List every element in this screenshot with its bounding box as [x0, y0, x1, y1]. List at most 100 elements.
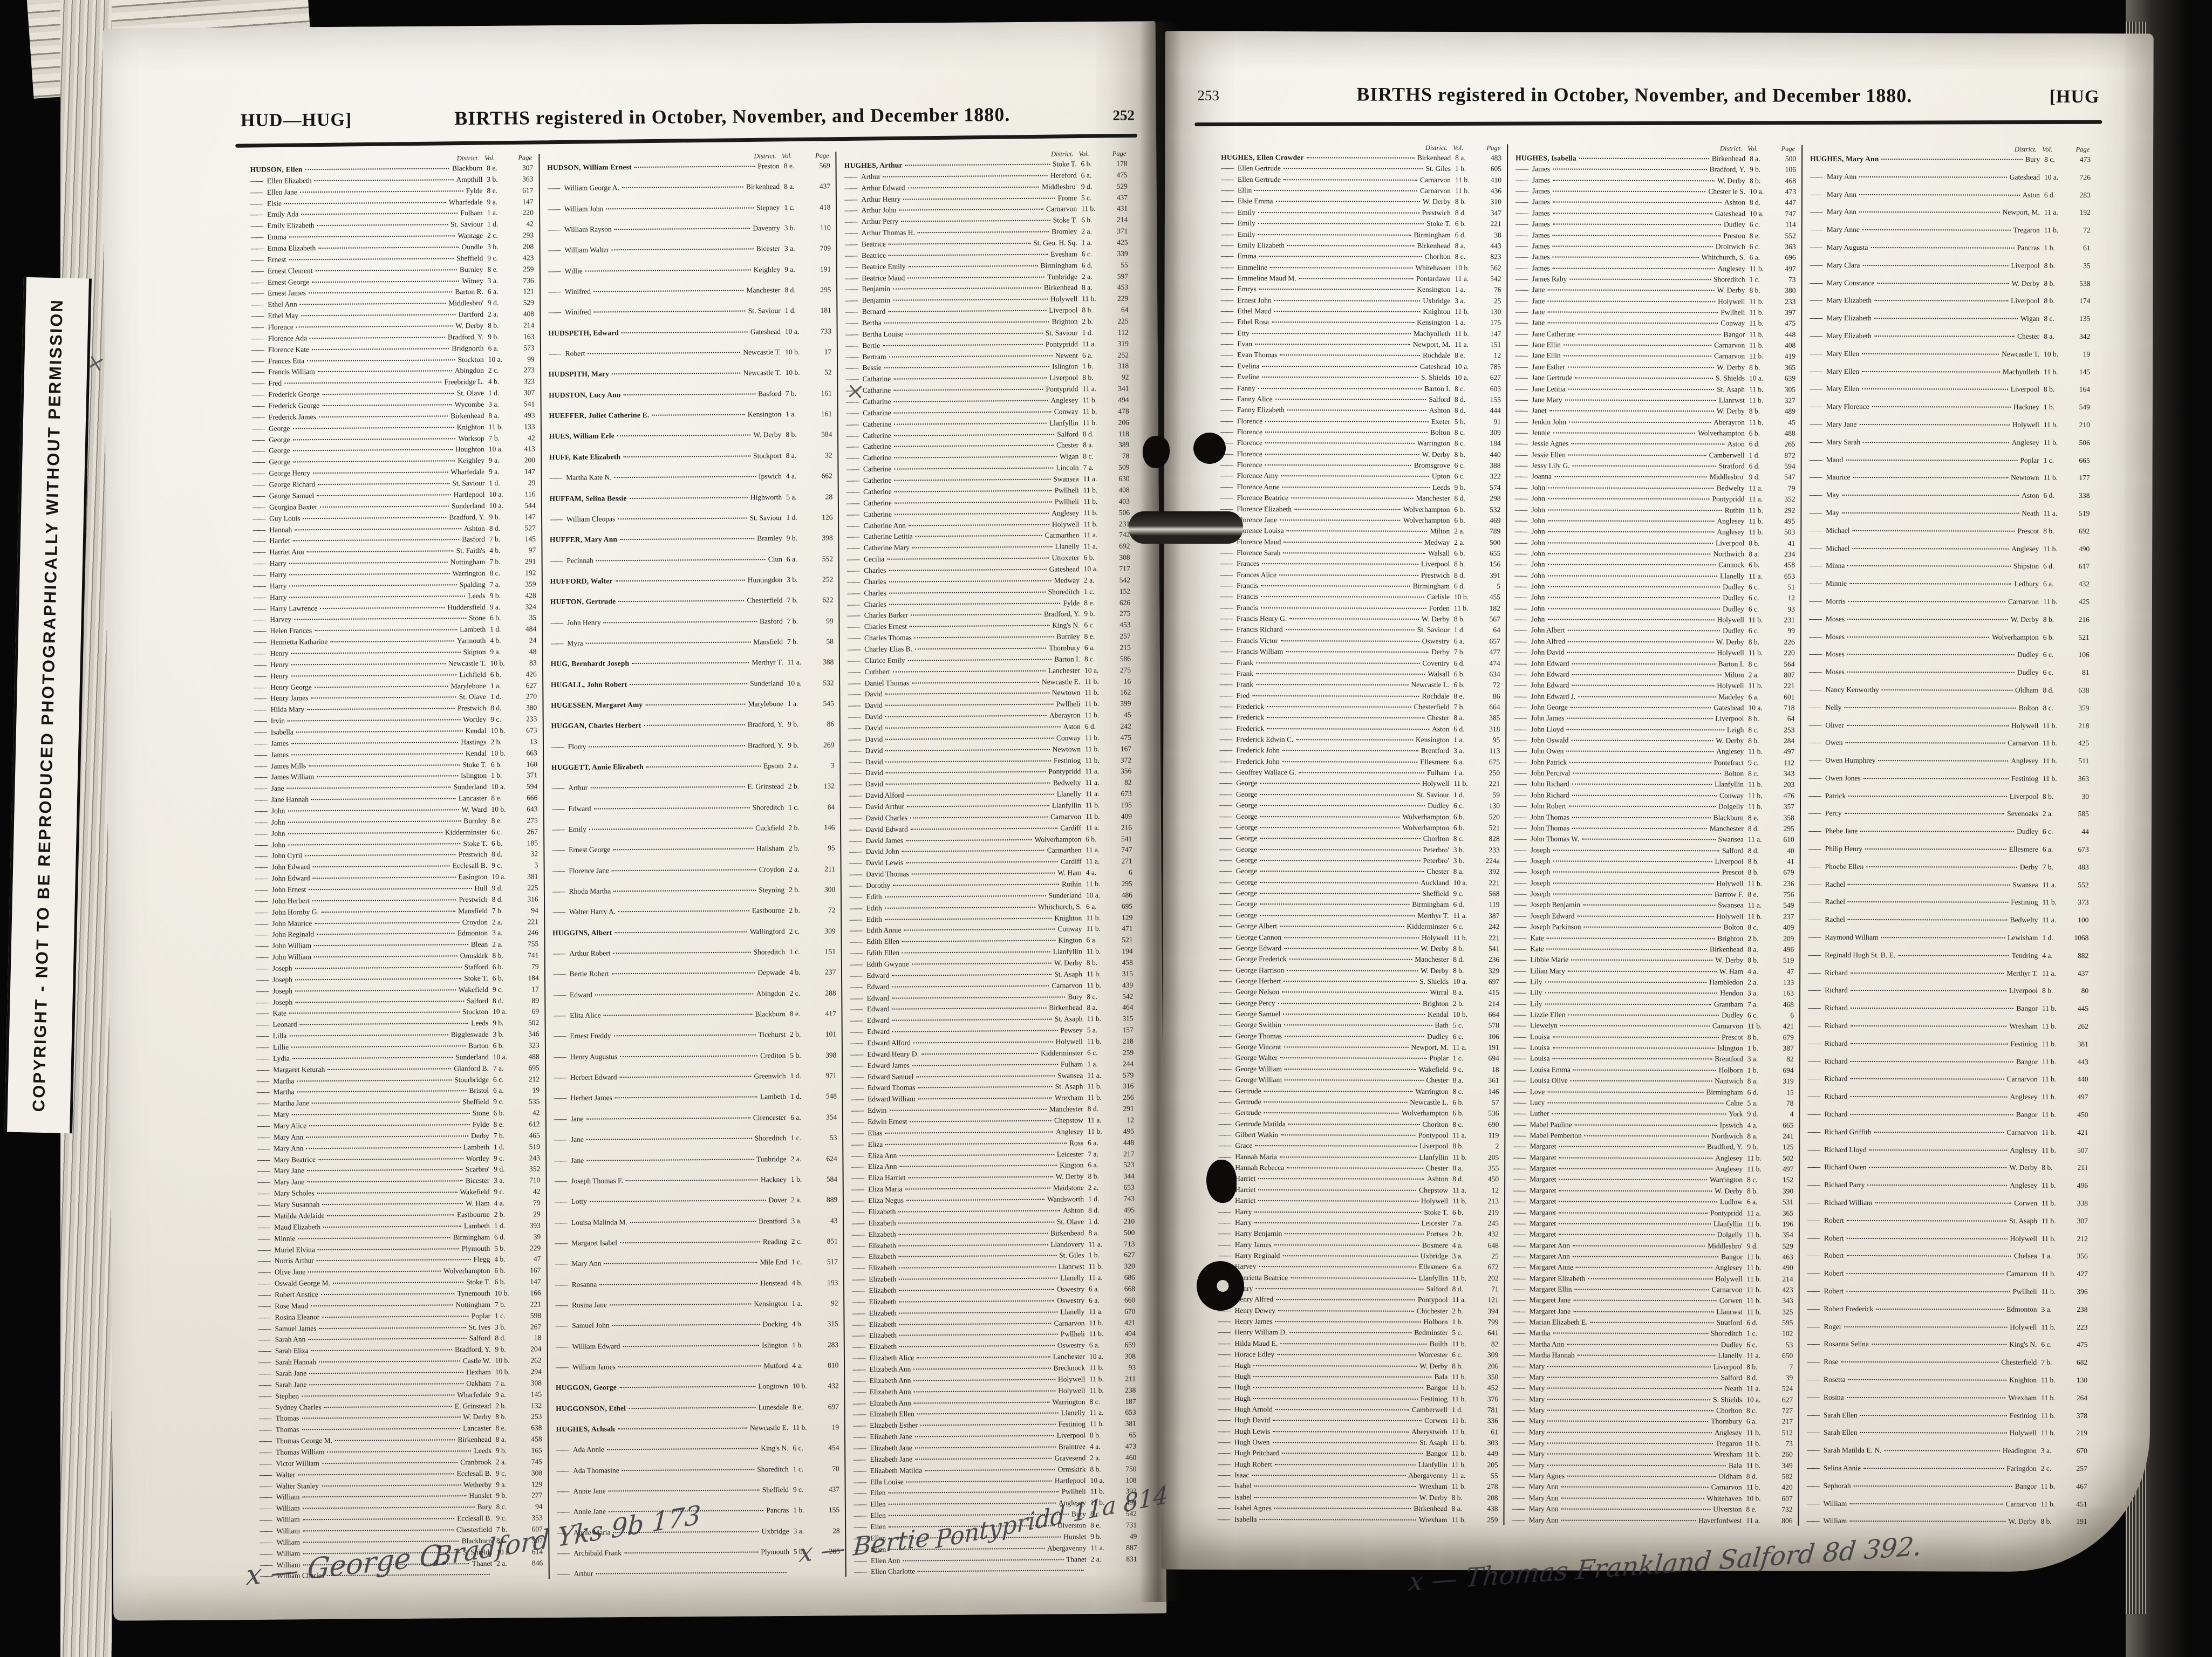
entry-volume: 11 b.: [1087, 1093, 1102, 1102]
entry-name: John Edward: [1514, 670, 1569, 679]
index-entry: Reginald Hugh St. B. E.Tendring4 a.882: [1808, 951, 2088, 960]
entry-name: Elizabeth: [852, 1275, 896, 1284]
entry-page: 476: [1783, 791, 1795, 800]
entry-name: Bertie: [845, 341, 880, 350]
entry-volume: 7 b.: [491, 906, 503, 915]
entry-name: Emma: [1221, 252, 1257, 261]
entry-page: 215: [1119, 643, 1131, 652]
entry-volume: 8 e.: [1084, 632, 1095, 641]
entry-district: Salford: [1057, 429, 1079, 439]
index-entry: RobertHolywell11 b.212: [1807, 1234, 2088, 1243]
entry-name: Isabel: [1218, 1482, 1252, 1490]
entry-name: Hugh David: [1218, 1416, 1270, 1425]
entry-page: 210: [2079, 420, 2090, 429]
entry-name: John William: [256, 953, 311, 962]
dotted-leader: [908, 1176, 1053, 1179]
entry-name: Catherine: [846, 476, 892, 485]
entry-district: Fulham: [1426, 769, 1450, 777]
entry-volume: 2 c.: [789, 927, 800, 935]
entry-volume: 3 b.: [487, 175, 498, 183]
dotted-leader: [1260, 893, 1420, 894]
dotted-leader: [1863, 1467, 2004, 1469]
entry-page: 291: [1123, 1104, 1134, 1113]
entry-district: Cannock: [1718, 560, 1745, 569]
entry-page: 39: [533, 1232, 541, 1241]
entry-name: George: [252, 424, 290, 433]
entry-district: Oswestry: [1057, 1296, 1085, 1305]
entry-name: Robert Anstice: [258, 1290, 318, 1299]
entry-name: Edward: [553, 990, 592, 999]
district-label: District.: [754, 152, 776, 160]
entry-district: Barrow F.: [1714, 890, 1744, 899]
entry-volume: 8 b.: [1749, 363, 1760, 372]
entry-district: Newport, M.: [1411, 1043, 1449, 1052]
entry-volume: 10 a.: [1455, 373, 1469, 382]
dotted-leader: [1256, 684, 1409, 686]
index-entry: RichardWrexham11 b.262: [1808, 1022, 2088, 1031]
entry-volume: 6 b.: [492, 974, 504, 982]
entry-district: Dudley: [1721, 1340, 1743, 1349]
entry-page: 193: [827, 1278, 838, 1287]
entry-page: 542: [1490, 275, 1501, 283]
entry-page: 694: [1488, 1054, 1499, 1063]
entry-name: David: [849, 769, 883, 777]
index-entry: HUFFORD, Walter Huntingdon 3 b. 252: [550, 575, 834, 586]
entry-district: St. Saviour: [1045, 328, 1078, 337]
entry-district: Anglesey: [1715, 1165, 1743, 1173]
entry-district: Camberwell: [1709, 450, 1745, 460]
entry-name: Edward: [850, 971, 889, 981]
dotted-leader: [630, 683, 748, 685]
dotted-leader: [1282, 486, 1430, 488]
index-entry: RobertChelsea1 a.356: [1807, 1251, 2088, 1261]
header-rule: [1194, 120, 2102, 127]
dotted-leader: [327, 1068, 452, 1070]
dotted-leader: [1252, 332, 1411, 334]
entry-page: 315: [827, 1319, 838, 1328]
dotted-leader: [1275, 201, 1420, 203]
district-label: District.: [2014, 145, 2037, 153]
entry-page: 35: [2083, 261, 2091, 270]
entry-name: Moses: [1809, 650, 1845, 659]
entry-name: Harry Benjamin: [1218, 1229, 1282, 1238]
entry-name: Florence: [1220, 461, 1262, 469]
entry-page: 298: [1490, 494, 1501, 503]
dotted-leader: [902, 850, 1044, 852]
entry-volume: 2 c.: [789, 989, 801, 997]
dotted-leader: [1296, 739, 1414, 741]
entry-volume: 6 a.: [1749, 253, 1760, 262]
entry-name: Margaret: [1513, 1164, 1556, 1173]
dotted-leader: [289, 1011, 460, 1014]
entry-volume: 10 a.: [488, 355, 502, 364]
entry-district: Edmonton: [457, 929, 488, 937]
entry-name: Florence: [1220, 417, 1262, 426]
entry-district: Chester: [2017, 332, 2040, 340]
entry-page: 99: [1787, 627, 1795, 635]
entry-volume: 7 a.: [495, 1379, 506, 1387]
entry-page: 233: [1489, 845, 1500, 854]
entry-name: Fanny Alice: [1220, 395, 1273, 403]
entry-volume: 1 c.: [495, 1311, 506, 1320]
dotted-leader: [1254, 190, 1417, 191]
entry-page: 597: [1117, 272, 1129, 280]
entry-volume: 1 b.: [1747, 1044, 1759, 1052]
entry-name: Sarah Eliza: [258, 1346, 309, 1355]
entry-district: St. Asaph: [1717, 385, 1745, 393]
entry-district: Dudley: [1428, 802, 1449, 810]
entry-name: Jessie Ellen: [1515, 450, 1566, 459]
entry-page: 673: [526, 726, 537, 735]
dotted-leader: [1877, 282, 2009, 284]
entry-page: 381: [527, 872, 538, 881]
entry-volume: 10 a.: [1749, 374, 1764, 382]
entry-page: 529: [523, 298, 535, 307]
